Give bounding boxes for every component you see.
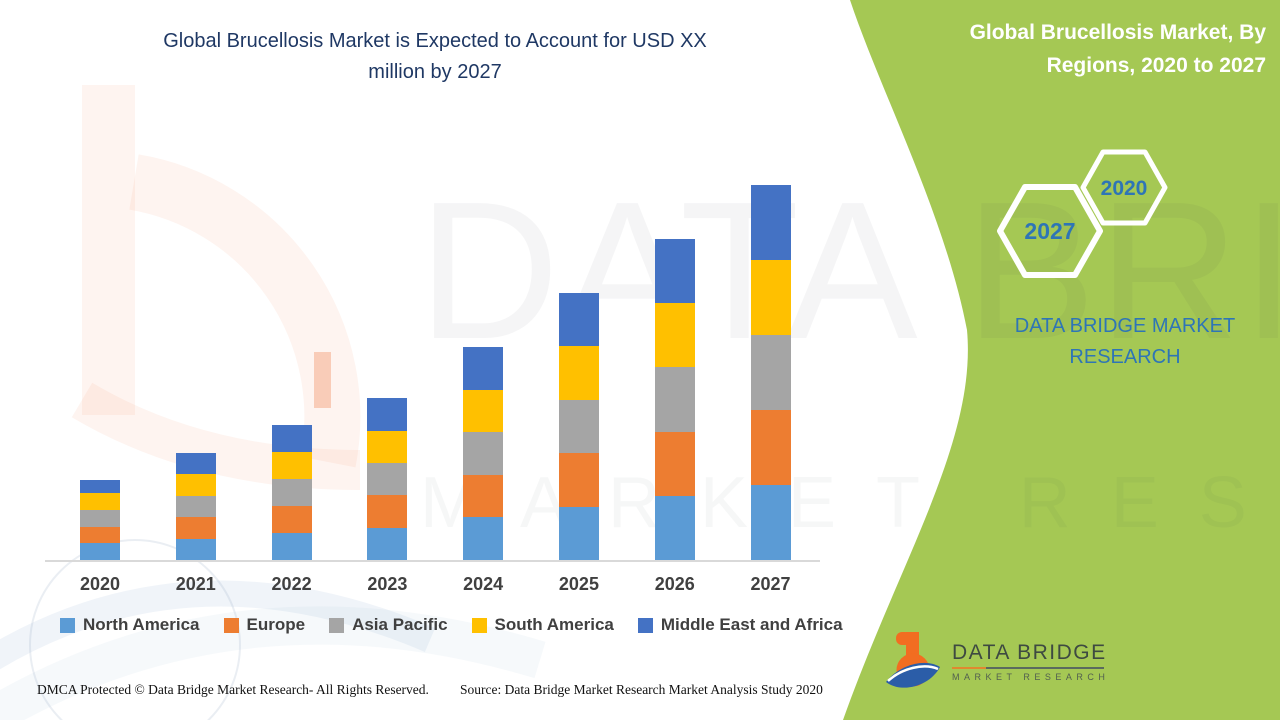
- bar-2023: [367, 398, 408, 560]
- footer-copyright: DMCA Protected © Data Bridge Market Rese…: [37, 682, 429, 697]
- company-logo: DATA BRIDGE MARKET RESEARCH: [884, 630, 1109, 692]
- chart-title-line2: million by 2027: [368, 61, 502, 83]
- chart-title-line1: Global Brucellosis Market is Expected to…: [163, 30, 707, 52]
- bar-segment-north-america: [463, 517, 504, 560]
- bar-segment-asia-pacific: [271, 479, 312, 506]
- bar-segment-south-america: [558, 346, 599, 400]
- bar-segment-asia-pacific: [463, 432, 504, 475]
- bar-segment-asia-pacific: [80, 509, 120, 527]
- bar-segment-asia-pacific: [654, 367, 695, 432]
- legend-label: North America: [83, 615, 200, 634]
- bar-segment-asia-pacific: [367, 463, 408, 496]
- bar-segment-middle-east-and-africa: [271, 425, 312, 452]
- bar-segment-asia-pacific: [750, 335, 791, 410]
- bar-segment-europe: [654, 431, 695, 496]
- legend-label: South America: [494, 615, 614, 634]
- swoosh-watermark: [0, 539, 546, 720]
- company-logo-divider: [952, 666, 1104, 669]
- panel-brand-name: DATA BRIDGE MARKET RESEARCH: [965, 311, 1280, 373]
- bar-segment-south-america: [654, 303, 695, 368]
- footer-source: Source: Data Bridge Market Research Mark…: [460, 682, 823, 697]
- bar-2022: [271, 425, 312, 560]
- panel-brand-line1: DATA BRIDGE MARKET: [1014, 315, 1236, 337]
- legend-label: Middle East and Africa: [660, 615, 843, 634]
- bar-segment-europe: [80, 526, 120, 544]
- panel-title: Global Brucellosis Market, By Regions, 2…: [900, 16, 1266, 82]
- company-logo-text: DATA BRIDGE MARKET RESEARCH: [952, 641, 1109, 682]
- bar-segment-north-america: [271, 533, 312, 560]
- bar-segment-europe: [463, 474, 504, 518]
- bar-segment-north-america: [654, 495, 695, 560]
- bar-segment-north-america: [367, 527, 408, 560]
- bar-segment-middle-east-and-africa: [558, 293, 599, 347]
- bar-segment-south-america: [271, 452, 312, 479]
- ghost-logo-watermark: [71, 85, 361, 490]
- bar-segment-middle-east-and-africa: [80, 480, 120, 494]
- bar-segment-europe: [367, 495, 408, 528]
- bar-2027: [750, 185, 791, 560]
- bar-segment-north-america: [80, 543, 120, 560]
- bar-segment-south-america: [175, 474, 216, 496]
- chart-title: Global Brucellosis Market is Expected to…: [0, 26, 870, 88]
- bar-segment-europe: [750, 410, 791, 485]
- bar-2025: [558, 293, 599, 560]
- bar-segment-middle-east-and-africa: [175, 453, 216, 475]
- bar-segment-middle-east-and-africa: [654, 239, 695, 304]
- panel-brand-line2: RESEARCH: [1069, 346, 1181, 368]
- legend-item-asia-pacific: Asia Pacific: [329, 615, 448, 635]
- company-logo-mark-icon: [886, 632, 940, 688]
- green-side-panel: [843, 0, 1280, 720]
- legend-swatch-north-america: [60, 617, 75, 633]
- bar-segment-south-america: [367, 430, 408, 464]
- legend-swatch-south-america: [471, 617, 487, 633]
- legend-label: Europe: [246, 615, 306, 634]
- bar-2024: [463, 346, 504, 560]
- bar-segment-asia-pacific: [175, 495, 216, 518]
- legend-swatch-middle-east-and-africa: [637, 617, 653, 633]
- bar-segment-south-america: [463, 389, 504, 433]
- bar-segment-europe: [558, 453, 599, 507]
- bar-segment-north-america: [558, 506, 599, 560]
- hexagon-2027-label: 2027: [1024, 218, 1075, 244]
- chart-legend: North America Europe Asia Pacific South Ame…: [60, 615, 843, 635]
- legend-swatch-asia-pacific: [329, 617, 345, 633]
- legend-item-europe: Europe: [223, 615, 306, 635]
- legend-swatch-europe: [223, 617, 239, 633]
- hexagon-2020: [1080, 149, 1168, 226]
- bar-segment-middle-east-and-africa: [463, 346, 504, 390]
- legend-item-south-america: South America: [471, 615, 614, 635]
- bar-segment-south-america: [80, 493, 120, 510]
- bar-segment-middle-east-and-africa: [750, 185, 791, 260]
- bar-2026: [654, 239, 695, 560]
- company-logo-subtitle: MARKET RESEARCH: [952, 671, 1110, 682]
- plot-area: [45, 0, 820, 562]
- bar-segment-south-america: [750, 260, 791, 335]
- company-logo-title: DATA BRIDGE: [952, 640, 1107, 664]
- bar-segment-north-america: [750, 485, 791, 560]
- year-hexagons: 2020 2027: [997, 149, 1168, 278]
- legend-label: Asia Pacific: [352, 615, 448, 634]
- bar-2020: [80, 480, 120, 560]
- bar-segment-europe: [175, 517, 216, 539]
- bar-segment-europe: [271, 506, 312, 533]
- hexagon-2020-label: 2020: [1101, 177, 1148, 200]
- legend-item-middle-east-and-africa: Middle East and Africa: [637, 615, 843, 635]
- hexagon-2027: [997, 184, 1103, 278]
- panel-title-line1: Global Brucellosis Market, By: [969, 21, 1266, 44]
- legend-item-north-america: North America: [60, 615, 200, 635]
- bar-segment-middle-east-and-africa: [367, 398, 408, 431]
- bar-segment-asia-pacific: [558, 399, 599, 454]
- panel-title-line2: Regions, 2020 to 2027: [1046, 54, 1266, 77]
- bar-2021: [175, 453, 216, 560]
- bar-segment-north-america: [175, 538, 216, 560]
